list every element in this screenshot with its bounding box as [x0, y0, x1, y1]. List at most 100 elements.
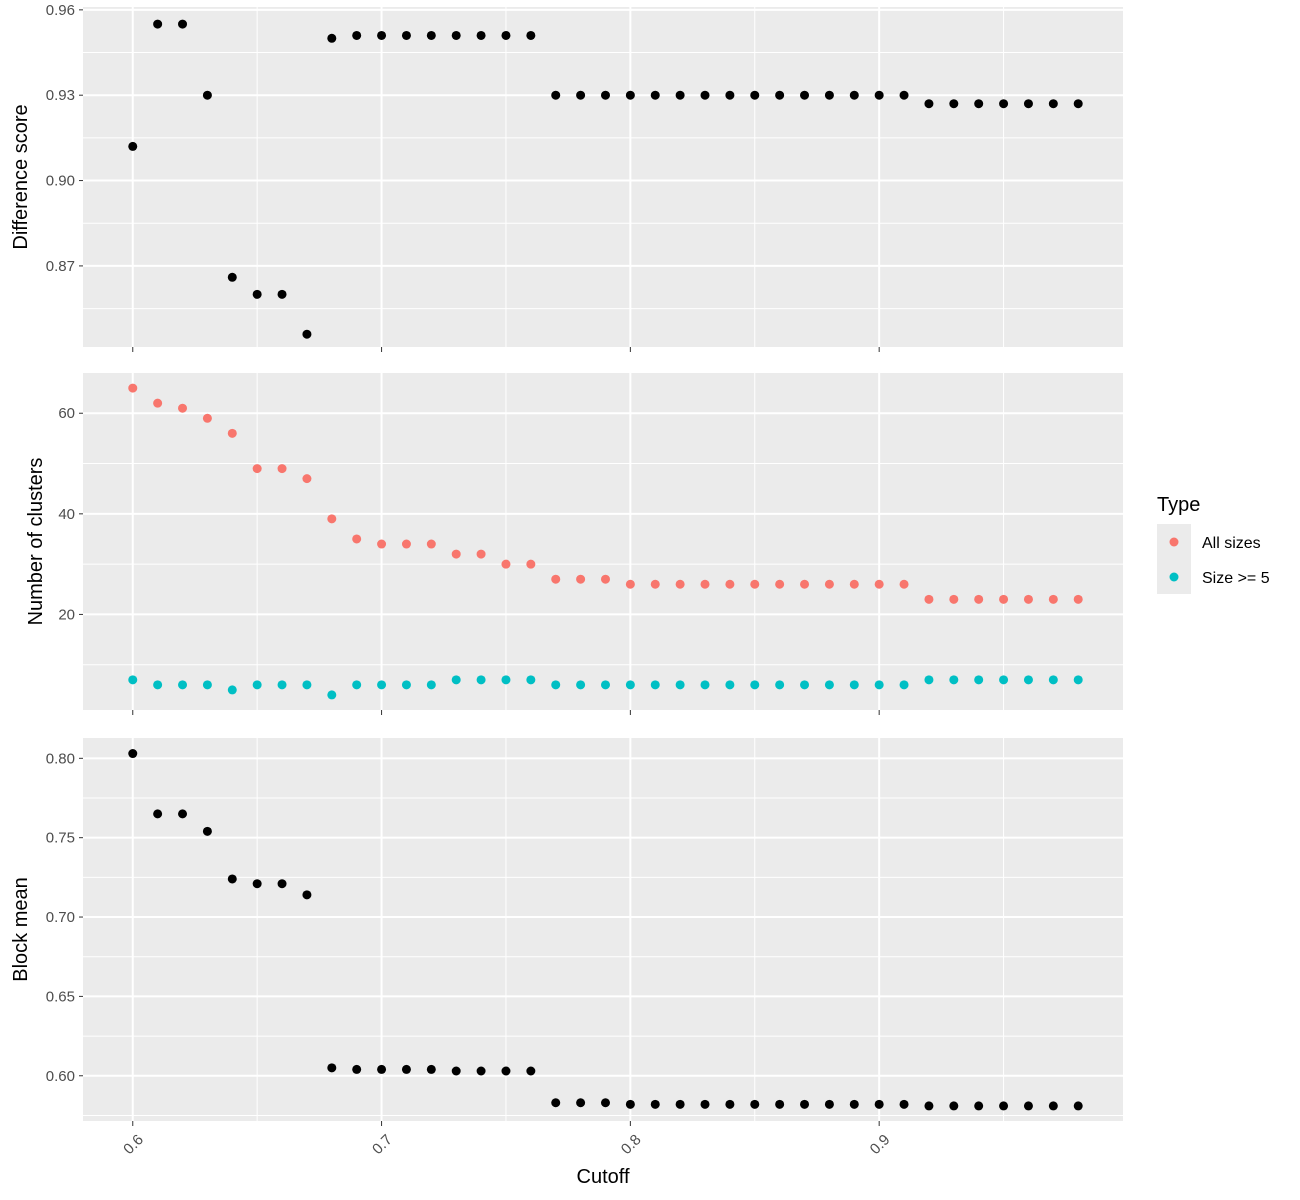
legend-key	[1169, 572, 1179, 582]
data-point	[476, 549, 486, 559]
data-point	[725, 1099, 735, 1109]
legend-label: All sizes	[1202, 535, 1261, 552]
data-point	[227, 685, 237, 695]
data-point	[824, 90, 834, 100]
data-point	[924, 675, 934, 685]
data-point	[1023, 99, 1033, 109]
data-point	[277, 680, 287, 690]
data-point	[576, 90, 586, 100]
data-point	[650, 1099, 660, 1109]
data-point	[800, 90, 810, 100]
data-point	[551, 680, 561, 690]
data-point	[775, 680, 785, 690]
data-point	[302, 329, 312, 339]
data-point	[974, 1101, 984, 1111]
data-point	[874, 680, 884, 690]
panel-2: 60 40 20 Number of clusters	[25, 373, 1123, 715]
data-point	[924, 1101, 934, 1111]
data-point	[526, 559, 536, 569]
y-tick-label: 0.75	[46, 830, 75, 847]
data-point	[999, 594, 1009, 604]
data-point	[700, 1099, 710, 1109]
data-point	[153, 680, 163, 690]
data-point	[899, 680, 909, 690]
data-point	[476, 30, 486, 40]
panels: 0.96 0.93 0.90 0.87 Difference score 60 40 20 Nu…	[10, 2, 1123, 1126]
data-point	[675, 680, 685, 690]
data-point	[426, 30, 436, 40]
data-point	[650, 90, 660, 100]
data-point	[302, 680, 312, 690]
data-point	[824, 1099, 834, 1109]
data-point	[451, 549, 461, 559]
data-point	[874, 90, 884, 100]
data-point	[277, 289, 287, 299]
data-point	[924, 99, 934, 109]
data-point	[600, 680, 610, 690]
data-point	[725, 90, 735, 100]
data-point	[202, 680, 212, 690]
data-point	[451, 675, 461, 685]
data-point	[202, 413, 212, 423]
data-point	[178, 809, 188, 819]
y-axis-title: Block mean	[10, 877, 32, 982]
data-point	[625, 90, 635, 100]
legend-key-background	[1157, 524, 1191, 594]
data-point	[227, 272, 237, 282]
y-axis-title: Number of clusters	[25, 458, 47, 626]
data-point	[377, 680, 387, 690]
legend-label: Size >= 5	[1202, 570, 1270, 587]
data-point	[526, 675, 536, 685]
panel-3: 0.80 0.75 0.70 0.65 0.60 Block mean	[10, 738, 1123, 1126]
data-point	[576, 680, 586, 690]
data-point	[849, 1099, 859, 1109]
data-point	[675, 90, 685, 100]
data-point	[999, 99, 1009, 109]
x-axis-title: Cutoff	[577, 1166, 630, 1188]
data-point	[252, 464, 262, 474]
data-point	[974, 99, 984, 109]
data-point	[1073, 99, 1083, 109]
data-point	[551, 90, 561, 100]
data-point	[153, 809, 163, 819]
data-point	[1048, 99, 1058, 109]
data-point	[277, 879, 287, 889]
data-point	[377, 30, 387, 40]
data-point	[327, 33, 337, 43]
data-point	[352, 30, 362, 40]
y-tick-label: 20	[58, 606, 75, 623]
data-point	[800, 680, 810, 690]
data-point	[849, 579, 859, 589]
data-point	[1048, 675, 1058, 685]
y-tick-label: 0.96	[46, 2, 75, 19]
data-point	[750, 90, 760, 100]
data-point	[501, 30, 511, 40]
data-point	[1048, 594, 1058, 604]
data-point	[700, 579, 710, 589]
data-point	[949, 1101, 959, 1111]
data-point	[128, 141, 138, 151]
data-point	[924, 594, 934, 604]
data-point	[824, 579, 834, 589]
data-point	[128, 749, 138, 759]
data-point	[700, 680, 710, 690]
y-axis-title: Difference score	[10, 104, 32, 249]
data-point	[899, 579, 909, 589]
data-point	[675, 1099, 685, 1109]
data-point	[625, 1099, 635, 1109]
data-point	[576, 574, 586, 584]
data-point	[476, 675, 486, 685]
data-point	[426, 539, 436, 549]
data-point	[153, 398, 163, 408]
data-point	[750, 680, 760, 690]
data-point	[401, 539, 411, 549]
data-point	[551, 1098, 561, 1108]
data-point	[352, 1064, 362, 1074]
panel-background	[83, 738, 1123, 1121]
data-point	[451, 30, 461, 40]
data-point	[501, 675, 511, 685]
panel-background	[83, 7, 1123, 347]
y-tick-label: 0.90	[46, 173, 75, 190]
data-point	[650, 680, 660, 690]
data-point	[775, 90, 785, 100]
